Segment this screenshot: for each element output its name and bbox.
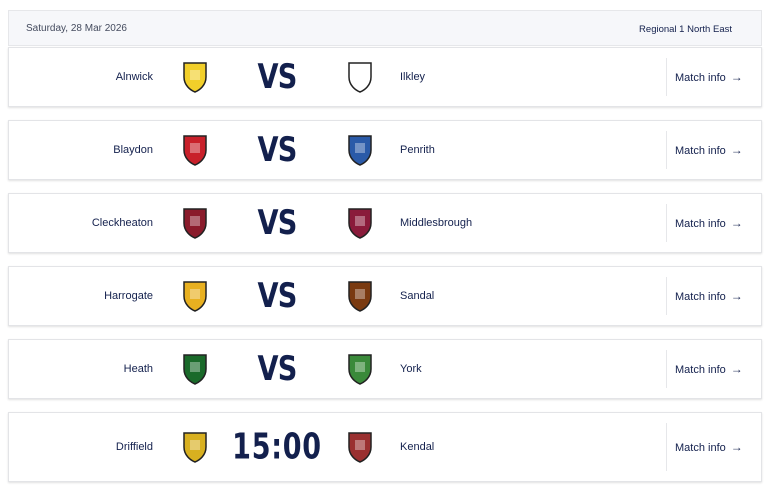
home-team-name[interactable]: Harrogate xyxy=(104,290,153,302)
divider xyxy=(666,58,667,96)
home-team-name[interactable]: Driffield xyxy=(115,441,153,453)
home-team-crest-icon xyxy=(181,133,209,167)
fixture-date: Saturday, 28 Mar 2026 xyxy=(26,23,127,34)
arrow-right-icon: → xyxy=(730,70,743,84)
away-team-name[interactable]: Kendal xyxy=(400,441,435,453)
home-team-name[interactable]: Blaydon xyxy=(113,144,153,156)
away-team-name[interactable]: Ilkley xyxy=(400,71,426,83)
home-team-name[interactable]: Cleckheaton xyxy=(91,217,153,229)
away-team-name[interactable]: York xyxy=(400,363,422,375)
match-info-label: Match info xyxy=(675,145,726,157)
away-team-crest-icon xyxy=(346,206,374,240)
divider xyxy=(666,277,667,315)
divider xyxy=(666,423,667,471)
kickoff-time: 15:00 xyxy=(232,426,322,468)
away-team-crest-icon xyxy=(346,352,374,386)
match-row: Blaydon VS Penrith Match info → xyxy=(8,120,762,180)
match-info-link[interactable]: Match info → xyxy=(675,216,743,230)
away-team-name[interactable]: Penrith xyxy=(400,144,435,156)
home-team-crest-icon xyxy=(181,352,209,386)
match-info-link[interactable]: Match info → xyxy=(675,362,743,376)
match-info-link[interactable]: Match info → xyxy=(675,289,743,303)
home-team-crest-icon xyxy=(181,60,209,94)
match-info-label: Match info xyxy=(675,364,726,376)
match-row: Harrogate VS Sandal Match info → xyxy=(8,266,762,326)
match-info-label: Match info xyxy=(675,218,726,230)
divider xyxy=(666,204,667,242)
away-team-name[interactable]: Sandal xyxy=(400,290,435,302)
away-team-crest-icon xyxy=(346,133,374,167)
home-team-crest-icon xyxy=(181,430,209,464)
match-info-link[interactable]: Match info → xyxy=(675,440,743,454)
arrow-right-icon: → xyxy=(730,440,743,454)
versus-label: VS xyxy=(257,57,297,97)
match-row: Cleckheaton VS Middlesbrough Match info → xyxy=(8,193,762,253)
versus-label: VS xyxy=(257,130,297,170)
versus-label: VS xyxy=(257,276,297,316)
home-team-crest-icon xyxy=(181,206,209,240)
versus-label: VS xyxy=(257,203,297,243)
divider xyxy=(666,131,667,169)
match-info-link[interactable]: Match info → xyxy=(675,70,743,84)
match-row: Driffield 15:00 Kendal Match info → xyxy=(8,412,762,482)
match-info-label: Match info xyxy=(675,291,726,303)
away-team-name[interactable]: Middlesbrough xyxy=(400,217,473,229)
match-info-label: Match info xyxy=(675,442,726,454)
versus-label: VS xyxy=(257,349,297,389)
match-row: Heath VS York Match info → xyxy=(8,339,762,399)
away-team-crest-icon xyxy=(346,60,374,94)
fixture-date-header: Saturday, 28 Mar 2026 Regional 1 North E… xyxy=(8,10,762,46)
home-team-crest-icon xyxy=(181,279,209,313)
away-team-crest-icon xyxy=(346,430,374,464)
home-team-name[interactable]: Alnwick xyxy=(115,71,153,83)
competition-name: Regional 1 North East xyxy=(639,24,732,35)
arrow-right-icon: → xyxy=(730,289,743,303)
arrow-right-icon: → xyxy=(730,216,743,230)
away-team-crest-icon xyxy=(346,279,374,313)
divider xyxy=(666,350,667,388)
arrow-right-icon: → xyxy=(730,362,743,376)
match-info-label: Match info xyxy=(675,72,726,84)
match-info-link[interactable]: Match info → xyxy=(675,143,743,157)
home-team-name[interactable]: Heath xyxy=(123,363,153,375)
arrow-right-icon: → xyxy=(730,143,743,157)
match-row: Alnwick VS Ilkley Match info → xyxy=(8,47,762,107)
